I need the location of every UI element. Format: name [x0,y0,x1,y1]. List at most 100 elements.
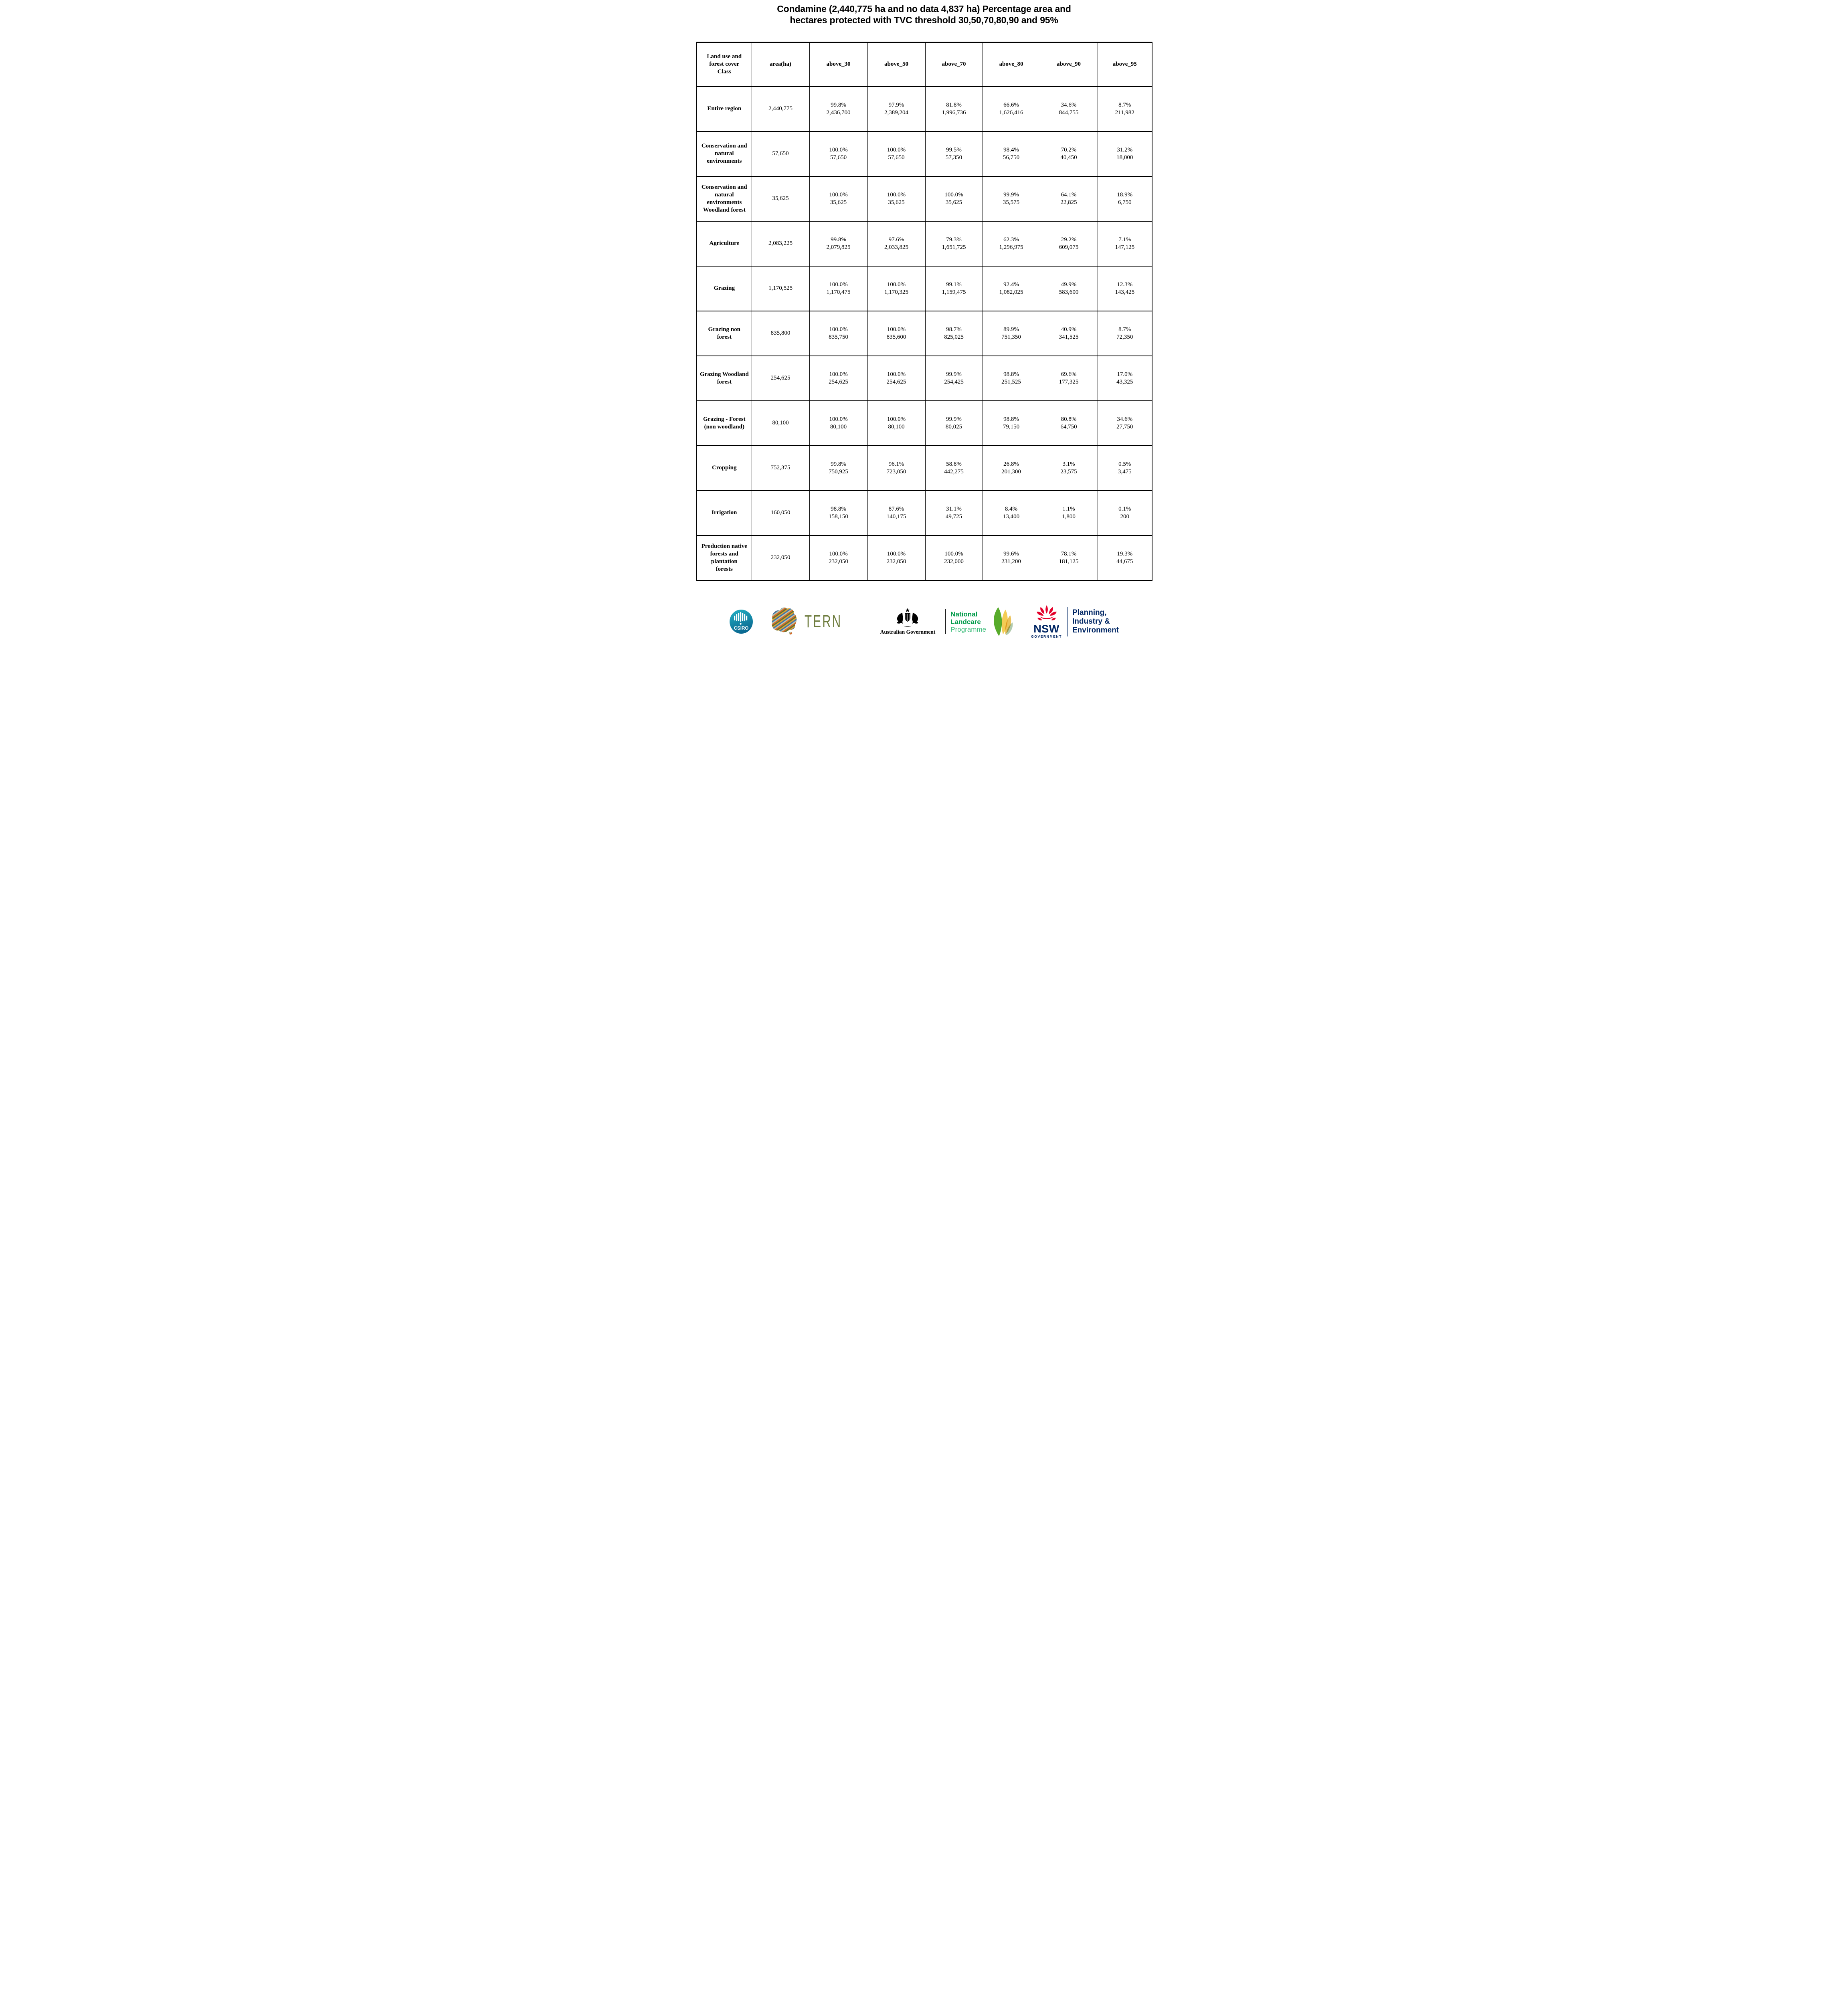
divider [1066,607,1068,636]
value-cell: 8.7% 211,982 [1097,86,1152,132]
percent-value: 89.9% [1003,326,1019,333]
hectares-value: 57,650 [888,154,905,161]
title-line-2: hectares protected with TVC threshold 30… [790,15,1058,25]
row-label: Agriculture [696,220,752,267]
value-cell: 100.0% 835,600 [867,310,926,356]
table-row: Conservation and natural environments 57,… [696,131,1152,177]
value-cell: 92.4% 1,082,025 [982,265,1040,311]
value-cell: 31.2% 18,000 [1097,131,1152,177]
percent-value: 19.3% [1117,550,1133,557]
percent-value: 80.8% [1061,416,1077,422]
hectares-value: 57,350 [945,154,962,161]
row-label: Conservation and natural environments [696,131,752,177]
value-cell: 99.9% 254,425 [925,355,983,401]
percent-value: 17.0% [1117,371,1133,378]
hectares-value: 609,075 [1059,244,1079,250]
value-cell: 100.0% 1,170,475 [809,265,868,311]
hectares-value: 2,436,700 [826,109,851,116]
hectares-value: 750,925 [829,468,848,475]
nsw-government-label: GOVERNMENT [1031,634,1062,638]
percent-value: 100.0% [887,191,906,198]
divider [945,609,946,634]
value-cell: 17.0% 43,325 [1097,355,1152,401]
row-label: Cropping [696,445,752,491]
percent-value: 0.1% [1118,505,1131,512]
australian-government-landcare-logo: Australian Government National Landcare … [880,606,1015,637]
percent-value: 34.6% [1061,101,1077,108]
percent-value: 31.2% [1117,146,1133,153]
value-cell: 97.6% 2,033,825 [867,220,926,267]
percent-value: 8.7% [1118,101,1131,108]
hectares-value: 158,150 [829,513,848,520]
report-page: Condamine (2,440,775 ha and no data 4,83… [693,0,1155,640]
table-row: Conservation and natural environments Wo… [696,176,1152,222]
australian-government-logo: Australian Government [880,608,935,635]
value-cell: 66.6% 1,626,416 [982,86,1040,132]
percent-value: 100.0% [829,326,848,333]
percent-value: 31.1% [946,505,962,512]
percent-value: 79.3% [946,236,962,243]
row-label: Grazing [696,265,752,311]
value-cell: 99.6% 231,200 [982,535,1040,581]
value-cell: 98.8% 251,525 [982,355,1040,401]
percent-value: 18.9% [1117,191,1133,198]
table-row: Grazing non forest 835,800 100.0% 835,750 10… [696,310,1152,356]
hectares-value: 3,475 [1118,468,1132,475]
hectares-value: 143,425 [1115,289,1135,295]
value-cell: 0.5% 3,475 [1097,445,1152,491]
landcare-wordmark: National Landcare Programme [950,610,986,633]
table-row: Grazing Woodland forest 254,625 100.0% 254,… [696,355,1152,401]
hectares-value: 1,170,325 [884,289,908,295]
area-cell: 254,625 [751,355,810,401]
percent-value: 78.1% [1061,550,1077,557]
percent-value: 99.9% [946,416,962,422]
value-cell: 100.0% 835,750 [809,310,868,356]
percent-value: 100.0% [887,550,906,557]
hectares-value: 825,025 [944,333,964,340]
percent-value: 1.1% [1062,505,1075,512]
percent-value: 92.4% [1003,281,1019,288]
value-cell: 100.0% 1,170,325 [867,265,926,311]
value-cell: 89.9% 751,350 [982,310,1040,356]
percent-value: 100.0% [829,550,848,557]
hectares-value: 1,082,025 [999,289,1023,295]
hectares-value: 79,150 [1003,423,1020,430]
hectares-value: 844,755 [1059,109,1079,116]
hectares-value: 23,575 [1060,468,1077,475]
value-cell: 58.8% 442,275 [925,445,983,491]
hectares-value: 147,125 [1115,244,1135,250]
percent-value: 70.2% [1061,146,1077,153]
column-header-7: above_95 [1097,42,1152,87]
value-cell: 3.1% 23,575 [1039,445,1098,491]
percent-value: 69.6% [1061,371,1077,378]
hectares-value: 1,159,475 [942,289,966,295]
percent-value: 49.9% [1061,281,1077,288]
australia-map-icon [772,607,797,635]
value-cell: 98.4% 56,750 [982,131,1040,177]
percent-value: 96.1% [888,461,904,467]
column-header-3: above_50 [867,42,926,87]
value-cell: 80.8% 64,750 [1039,400,1098,446]
value-cell: 62.3% 1,296,975 [982,220,1040,267]
soundwave-bars-icon [734,612,748,625]
hectares-value: 211,982 [1115,109,1134,116]
percent-value: 100.0% [887,371,906,378]
value-cell: 100.0% 35,625 [867,176,926,222]
hectares-value: 1,651,725 [942,244,966,250]
value-cell: 99.9% 35,575 [982,176,1040,222]
percent-value: 97.6% [888,236,904,243]
hectares-value: 43,325 [1116,378,1133,385]
area-cell: 80,100 [751,400,810,446]
row-label: Grazing - Forest (non woodland) [696,400,752,446]
hectares-value: 181,125 [1059,558,1079,565]
hectares-value: 49,725 [945,513,962,520]
percent-value: 99.8% [831,461,846,467]
percent-value: 99.6% [1003,550,1019,557]
hectares-value: 40,450 [1060,154,1077,161]
percent-value: 62.3% [1003,236,1019,243]
hectares-value: 2,079,825 [826,244,851,250]
value-cell: 100.0% 57,650 [867,131,926,177]
hectares-value: 57,650 [830,154,847,161]
hectares-value: 835,750 [829,333,848,340]
hectares-value: 56,750 [1003,154,1020,161]
